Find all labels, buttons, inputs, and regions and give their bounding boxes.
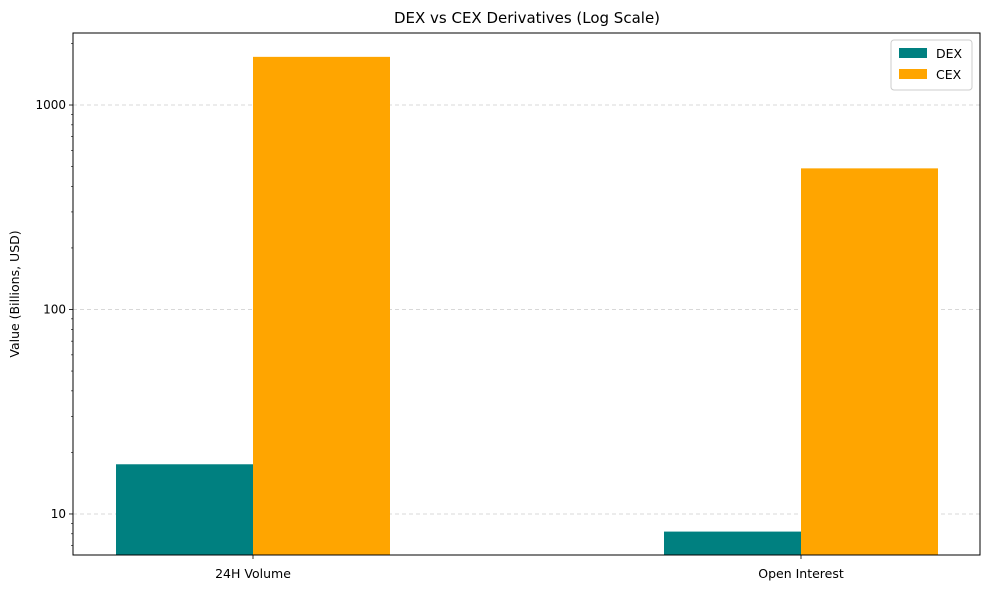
bar-cex-2: [801, 168, 938, 555]
x-tick-label: Open Interest: [758, 566, 844, 581]
y-tick-label: 100: [43, 302, 66, 316]
bar-dex-2: [664, 531, 801, 555]
legend: DEX CEX: [890, 39, 973, 91]
x-axis: 24H Volume Open Interest: [215, 555, 844, 581]
y-axis: 10 100 1000: [35, 43, 73, 546]
y-axis-label: Value (Billions, USD): [7, 230, 22, 357]
legend-swatch-cex: [899, 69, 927, 79]
bars: [116, 56, 938, 556]
legend-label-cex: CEX: [936, 67, 962, 82]
bar-cex-1: [253, 56, 390, 556]
legend-swatch-dex: [899, 48, 927, 58]
chart-title: DEX vs CEX Derivatives (Log Scale): [394, 9, 660, 27]
bar-dex-1: [116, 464, 253, 555]
y-tick-label: 1000: [35, 98, 66, 112]
y-tick-label: 10: [51, 507, 66, 521]
legend-label-dex: DEX: [936, 46, 963, 61]
plot-frame: [72, 32, 981, 556]
x-tick-label: 24H Volume: [215, 566, 291, 581]
